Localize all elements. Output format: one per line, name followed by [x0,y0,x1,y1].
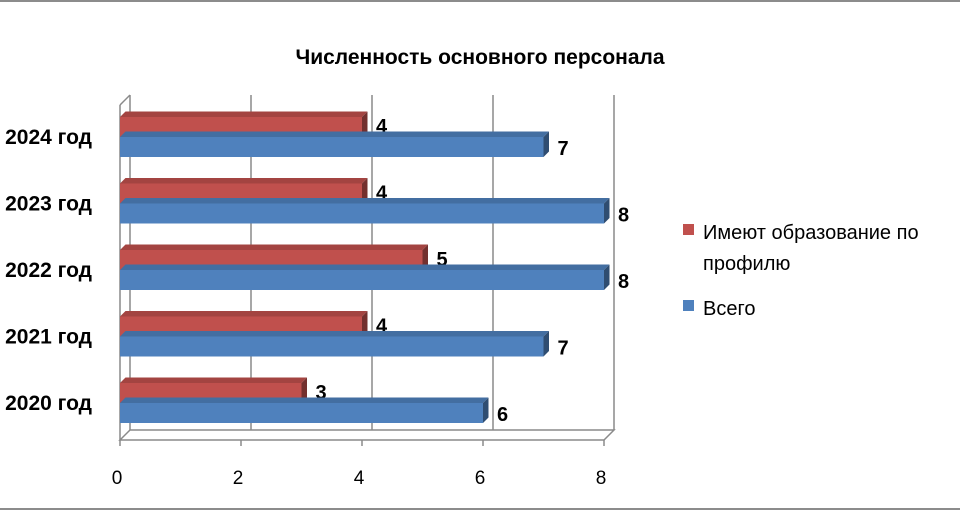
data-label: 5 [437,249,448,271]
bar-total [120,397,489,423]
legend-label: Всего [703,298,755,320]
bar-top-face [120,377,307,383]
data-label: 7 [558,138,569,160]
legend: Имеют образование по профилю Всего [683,222,919,320]
bar-side-face [362,111,368,137]
bar-side-face [604,198,610,224]
bar-side-face [543,331,549,357]
data-label: 3 [316,382,327,404]
chart-floor [118,429,616,441]
bar-front-face [120,270,604,290]
bar-total [120,264,610,290]
legend-label: Имеют образование по [703,222,919,244]
y-category-label: 2022 год [5,259,92,282]
data-label: 8 [618,271,629,293]
bar-top-face [120,244,428,250]
x-tick-label: 2 [233,468,244,489]
bar-total [120,331,549,357]
bar-total [120,131,549,157]
y-category-label: 2021 год [5,326,92,349]
bar-front-face [120,403,483,423]
bar-top-face [120,111,368,117]
legend-swatch [683,300,694,311]
y-category-label: 2020 год [5,392,92,415]
x-tick-label: 6 [475,468,486,489]
bar-top-face [120,397,489,403]
bar-side-face [362,311,368,337]
y-category-label: 2023 год [5,193,92,216]
bar-total [120,198,610,224]
bar-side-face [604,264,610,290]
bar-side-face [483,397,489,423]
bar-side-face [362,178,368,204]
y-category-label: 2024 год [5,126,92,149]
x-tick-label: 0 [112,468,123,489]
bar-top-face [120,331,549,337]
data-label: 8 [618,205,629,227]
bar-side-face [543,131,549,157]
legend-label: профилю [703,253,790,275]
x-tick-label: 4 [354,468,365,489]
bar-side-face [301,377,307,403]
bar-front-face [120,137,544,157]
bar-top-face [120,311,368,317]
x-tick-label: 8 [596,468,607,489]
bar-top-face [120,131,549,137]
wall-edge [119,94,131,106]
bar-top-face [120,178,368,184]
legend-swatch [683,224,694,235]
chart-title: Численность основного персонала [295,46,664,69]
bar-side-face [422,244,428,270]
data-label: 7 [558,338,569,360]
bar-front-face [120,336,544,357]
bar-top-face [120,198,610,204]
data-label: 6 [497,404,508,426]
bar-front-face [120,203,604,224]
bar-top-face [120,264,610,270]
